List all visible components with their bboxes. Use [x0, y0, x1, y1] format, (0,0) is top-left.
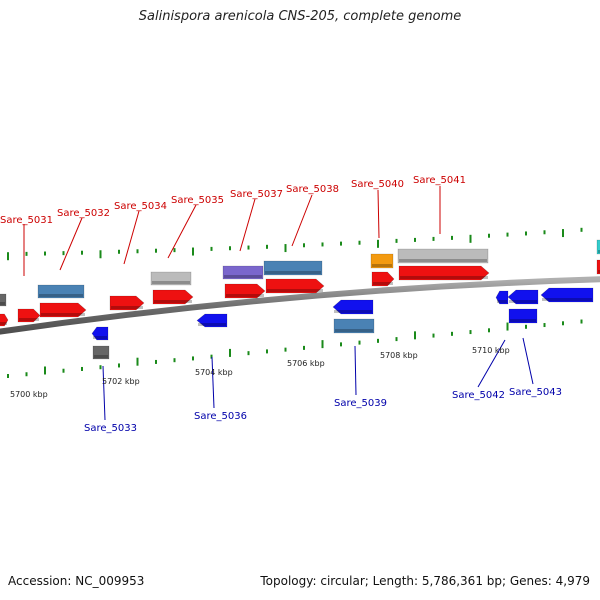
gene-label: Sare_5043 [509, 387, 562, 398]
gene-label: Sare_5031 [0, 215, 53, 226]
gene-feature[interactable] [397, 248, 489, 264]
gene-feature[interactable] [265, 278, 325, 294]
gene-feature[interactable] [222, 265, 264, 280]
label-leader-line [239, 198, 256, 252]
scale-label: 5706 kbp [287, 359, 325, 368]
label-leader-line [477, 339, 506, 388]
gene-feature-shade [267, 289, 323, 292]
gene-label: Sare_5034 [114, 201, 167, 212]
gene-feature[interactable] [508, 308, 538, 324]
map-title: Salinispora arenicola CNS-205, complete … [138, 9, 462, 24]
gene-feature-shade [0, 302, 5, 305]
gene-feature-shade [224, 275, 262, 278]
gene-feature[interactable] [109, 295, 145, 311]
gene-feature-shade [94, 355, 108, 358]
gene-feature-shade [152, 281, 190, 284]
gene-feature[interactable] [37, 284, 85, 299]
inner-tick-track [7, 319, 583, 378]
gene-feature[interactable] [263, 260, 323, 276]
label-leader-line [211, 356, 215, 409]
gene-feature-shade [93, 336, 107, 339]
gene-feature-shade [334, 310, 372, 313]
gene-feature[interactable] [507, 289, 539, 305]
gene-feature-shade [198, 323, 226, 326]
gene-feature[interactable] [17, 308, 41, 323]
gene-label: Sare_5042 [452, 390, 505, 401]
genome-backbone [0, 276, 600, 335]
gene-feature[interactable] [371, 271, 395, 287]
gene-feature-shade [598, 250, 600, 253]
gene-label: Sare_5036 [194, 411, 247, 422]
gene-label: Sare_5032 [57, 208, 110, 219]
scale-label: 5708 kbp [380, 351, 418, 360]
gene-feature-shade [0, 322, 7, 325]
gene-feature-shade [372, 264, 392, 267]
gene-feature[interactable] [370, 253, 394, 269]
gene-feature[interactable] [398, 265, 490, 281]
gene-feature[interactable] [0, 313, 9, 327]
gene-feature-shade [111, 306, 143, 309]
gene-feature-shade [510, 319, 536, 322]
gene-label: Sare_5038 [286, 184, 339, 195]
scale-label: 5702 kbp [102, 377, 140, 386]
gene-feature[interactable] [224, 283, 266, 299]
gene-feature-shade [335, 329, 373, 332]
gene-label: Sare_5035 [171, 195, 224, 206]
gene-feature[interactable] [333, 318, 375, 334]
gene-label: Sare_5037 [230, 189, 283, 200]
scale-label: 5710 kbp [472, 346, 510, 355]
gene-feature[interactable] [0, 293, 7, 307]
gene-feature[interactable] [92, 345, 110, 360]
gene-feature-shade [399, 259, 487, 262]
gene-feature-shade [226, 294, 264, 297]
label-leader-line [522, 337, 534, 385]
label-leader-line [377, 189, 380, 239]
gene-label: Sare_5041 [413, 175, 466, 186]
gene-feature-shade [41, 313, 85, 316]
scale-label: 5700 kbp [10, 390, 48, 399]
gene-label: Sare_5039 [334, 398, 387, 409]
label-leader-line [102, 365, 106, 421]
gene-feature[interactable] [196, 313, 228, 328]
gene-feature-shade [509, 300, 537, 303]
scale-label: 5704 kbp [195, 368, 233, 377]
gene-feature[interactable] [332, 299, 374, 315]
gene-feature[interactable] [91, 326, 109, 341]
gene-label: Sare_5033 [84, 423, 137, 434]
gene-feature-shade [598, 270, 600, 273]
gene-feature[interactable] [596, 259, 600, 275]
label-leader-line [291, 194, 313, 247]
gene-feature[interactable] [39, 302, 87, 318]
gene-feature-shade [19, 318, 39, 321]
outer-tick-track [7, 227, 583, 261]
gene-label: Sare_5040 [351, 179, 404, 190]
genome-summary-text: Topology: circular; Length: 5,786,361 bp… [260, 574, 590, 588]
gene-feature[interactable] [152, 289, 194, 305]
label-leader-line [123, 210, 140, 265]
gene-feature-shade [265, 271, 321, 274]
label-leader-line [59, 217, 83, 271]
gene-feature[interactable] [150, 271, 192, 286]
gene-feature-shade [400, 276, 488, 279]
gene-feature[interactable] [540, 287, 594, 303]
gene-feature-shade [497, 300, 507, 303]
gene-feature-shade [373, 282, 393, 285]
label-leader-line [354, 345, 357, 396]
label-leader-line [167, 204, 197, 259]
gene-feature-shade [542, 298, 592, 301]
gene-feature-shade [154, 300, 192, 303]
gene-feature-shade [39, 294, 83, 297]
gene-feature[interactable] [495, 290, 509, 305]
gene-feature[interactable] [596, 239, 600, 255]
accession-text: Accession: NC_009953 [8, 574, 145, 588]
